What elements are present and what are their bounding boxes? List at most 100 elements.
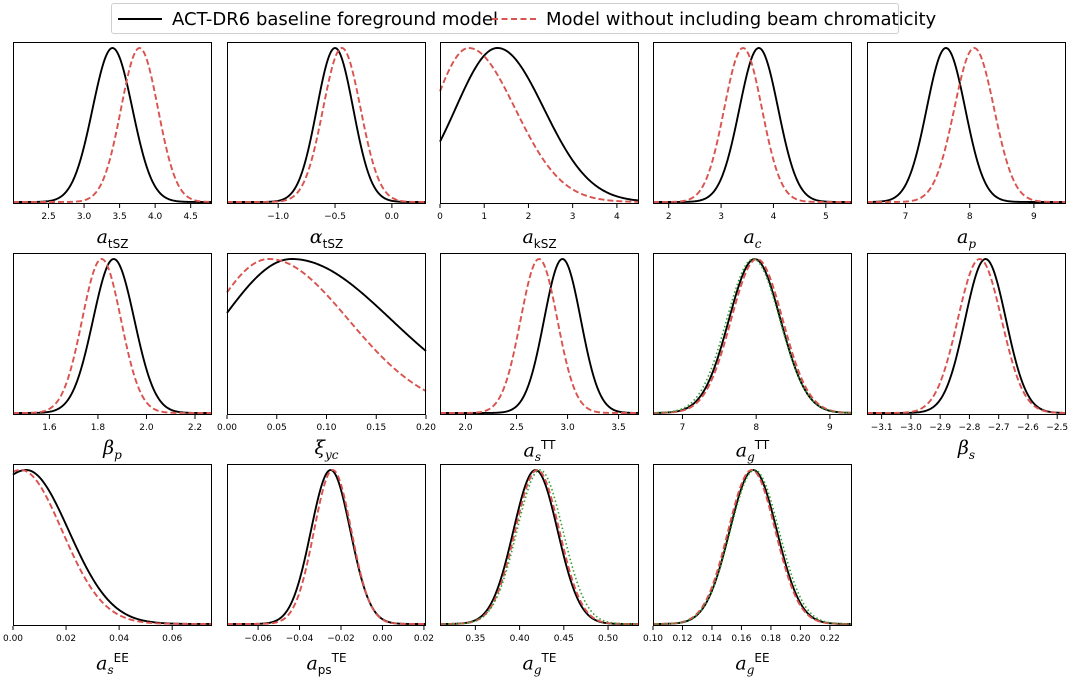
x-tick-label: 8: [967, 212, 973, 222]
x-tick-label: −2.5: [1046, 423, 1068, 433]
series-line-extra: [652, 258, 853, 414]
x-tick-label: 9: [1031, 212, 1037, 222]
series-line-nochrom: [440, 469, 639, 625]
series-line-nochrom: [227, 47, 426, 203]
xlabel-a-g-tt: agTT: [735, 438, 770, 465]
x-tick-label: 0.22: [820, 634, 840, 644]
panel-frame: [653, 253, 852, 415]
series-line-baseline: [440, 258, 639, 414]
panel-a_s_TT: 2.0 2.5 3.0 3.5: [440, 253, 639, 433]
panel-frame: [227, 42, 426, 204]
x-tick-label: 9: [827, 423, 833, 433]
panel-frame: [440, 253, 639, 415]
x-tick-label: 4.0: [148, 212, 163, 222]
legend-label-baseline: ACT-DR6 baseline foreground model: [172, 8, 498, 30]
panel-frame: [13, 42, 212, 204]
x-tick-label: 2.2: [188, 423, 202, 433]
x-tick-label: 0.00: [3, 634, 23, 644]
panel-frame: [653, 42, 852, 204]
legend-item-baseline: ACT-DR6 baseline foreground model: [118, 7, 498, 31]
series-line-baseline: [439, 469, 639, 625]
x-tick-label: −0.04: [286, 634, 314, 644]
x-tick-label: 4: [771, 212, 777, 222]
x-tick-label: 0.10: [643, 634, 663, 644]
x-tick-label: 0.02: [414, 634, 434, 644]
panel-a_g_TT: 7 8 9: [652, 253, 853, 433]
x-tick-label: 0.06: [162, 634, 182, 644]
x-tick-label: −1.0: [267, 212, 289, 222]
legend-swatch-nochrom: [492, 18, 536, 20]
panel-beta_p: 1.6 1.8 2.0 2.2: [12, 253, 212, 433]
x-tick-label: 0.10: [316, 423, 336, 433]
panel-frame: [653, 464, 852, 626]
x-tick-label: 2: [666, 212, 672, 222]
series-line-baseline: [226, 258, 427, 352]
series-line-baseline: [866, 47, 1066, 203]
panel-a_kSZ: 0 1 2 3 4: [437, 42, 640, 222]
x-tick-label: 1.6: [42, 423, 57, 433]
series-line-baseline: [867, 258, 1067, 414]
legend-swatch-baseline: [118, 18, 162, 20]
x-tick-label: 0.40: [510, 634, 530, 644]
x-tick-label: 0.50: [598, 634, 618, 644]
x-tick-label: −0.06: [244, 634, 272, 644]
x-tick-label: 0.00: [372, 634, 392, 644]
x-tick-label: −2.7: [988, 423, 1010, 433]
x-tick-label: 2.5: [41, 212, 55, 222]
xlabel-a-c: ac: [743, 226, 762, 251]
series-line-nochrom: [867, 258, 1067, 414]
series-line-baseline: [653, 469, 853, 625]
xlabel-a-p: ap: [956, 226, 976, 251]
panel-frame: [227, 464, 426, 626]
x-tick-label: 0: [437, 212, 443, 222]
x-tick-label: 0.02: [56, 634, 76, 644]
x-tick-label: 2: [526, 212, 532, 222]
panel-a_p: 7 8 9: [866, 42, 1066, 222]
x-tick-label: 0.0: [385, 212, 400, 222]
panel-xi_yc: 0.00 0.05 0.10 0.15 0.20: [217, 253, 436, 433]
series-line-baseline: [227, 47, 426, 203]
legend-item-nochrom: Model without including beam chromaticit…: [492, 7, 936, 31]
panel-alpha_tSZ: −1.0 −0.5 0.0: [227, 42, 426, 222]
x-tick-label: 1: [481, 212, 487, 222]
x-tick-label: −2.9: [929, 423, 951, 433]
series-line-baseline: [652, 258, 853, 414]
panel-a_g_TE: 0.35 0.40 0.45 0.50: [439, 464, 640, 644]
panel-frame: [13, 464, 212, 626]
panel-a_c: 2 3 4 5: [653, 42, 852, 222]
x-tick-label: 0.18: [761, 634, 781, 644]
x-tick-label: 0.04: [109, 634, 129, 644]
x-tick-label: 3: [570, 212, 576, 222]
panel-a_ps_TE: −0.06 −0.04 −0.02 0.00 0.02: [227, 464, 434, 644]
series-line-baseline: [13, 47, 212, 203]
panel-a_g_EE: 0.10 0.12 0.14 0.16 0.18 0.20 0.22: [643, 464, 853, 644]
x-tick-label: 8: [753, 423, 759, 433]
xlabel-a-tsz: atSZ: [96, 226, 129, 251]
xlabel-a-ksz: akSZ: [522, 226, 557, 251]
series-line-nochrom: [12, 469, 212, 625]
x-tick-label: 1.8: [91, 423, 106, 433]
x-tick-label: 2.0: [139, 423, 154, 433]
series-line-extra: [652, 469, 853, 625]
panel-frame: [227, 253, 426, 415]
series-line-baseline: [653, 47, 852, 203]
series-line-baseline: [227, 469, 426, 625]
x-tick-label: −0.5: [324, 212, 346, 222]
x-tick-label: 3.5: [112, 212, 126, 222]
x-tick-label: 3.0: [77, 212, 92, 222]
series-line-nochrom: [226, 258, 427, 392]
x-tick-label: 7: [903, 212, 909, 222]
x-tick-label: 2.5: [509, 423, 523, 433]
series-line-baseline: [439, 47, 640, 202]
x-tick-label: 0.20: [416, 423, 436, 433]
series-line-nochrom: [13, 47, 213, 203]
x-tick-label: 0.16: [731, 634, 751, 644]
x-tick-label: −2.8: [958, 423, 980, 433]
x-tick-label: 5: [823, 212, 829, 222]
x-tick-label: 7: [680, 423, 686, 433]
series-line-nochrom: [653, 258, 853, 414]
xlabel-a-s-tt: asTT: [523, 438, 556, 465]
x-tick-label: 2.0: [458, 423, 473, 433]
series-line-baseline: [12, 469, 212, 625]
